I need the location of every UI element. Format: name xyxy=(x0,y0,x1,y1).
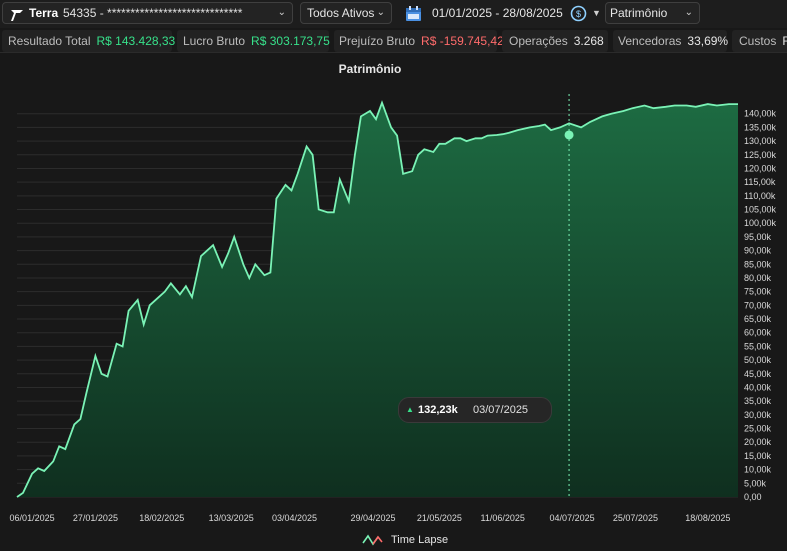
stat-label: Custos xyxy=(739,34,777,48)
x-tick-label: 11/06/2025 xyxy=(480,513,524,523)
asset-filter-dropdown[interactable]: Todos Ativos ⌄ xyxy=(300,2,392,24)
caret-down-icon[interactable]: ▼ xyxy=(592,8,601,18)
y-tick-label: 90,00k xyxy=(744,246,772,256)
y-tick-label: 20,00k xyxy=(744,437,772,447)
series-line xyxy=(16,100,738,498)
stat-custos: Custos R xyxy=(732,30,787,52)
tooltip-date: 03/07/2025 xyxy=(473,404,529,416)
y-tick-label: 40,00k xyxy=(744,382,772,392)
metric-dropdown[interactable]: Patrimônio ⌄ xyxy=(605,2,700,24)
time-lapse-legend-icon xyxy=(362,534,383,546)
stat-label: Lucro Bruto xyxy=(183,34,246,48)
x-tick-label: 13/03/2025 xyxy=(209,513,254,523)
account-number: 54335 - ***************************** xyxy=(63,6,243,20)
metric-value: Patrimônio xyxy=(610,6,668,20)
x-axis: 06/01/2025 27/01/2025 18/02/2025 13/03/2025… xyxy=(10,513,731,523)
x-tick-label: 18/02/2025 xyxy=(139,513,184,523)
stat-label: Operações xyxy=(509,34,568,48)
y-tick-label: 45,00k xyxy=(744,369,772,379)
asset-filter-value: Todos Ativos xyxy=(307,6,375,20)
y-tick-label: 35,00k xyxy=(744,396,772,406)
stat-label: Vencedoras xyxy=(618,34,682,48)
stat-value: R$ -159.745,42 xyxy=(421,34,504,48)
y-tick-label: 95,00k xyxy=(744,232,772,242)
x-tick-label: 06/01/2025 xyxy=(10,513,55,523)
y-tick-label: 125,00k xyxy=(744,150,777,160)
account-dropdown[interactable]: Terra 54335 - **************************… xyxy=(2,2,293,24)
y-tick-label: 80,00k xyxy=(744,273,772,283)
y-tick-label: 70,00k xyxy=(744,300,772,310)
legend-label: Time Lapse xyxy=(391,534,449,546)
stat-label: Resultado Total xyxy=(8,34,91,48)
y-tick-label: 55,00k xyxy=(744,341,772,351)
stat-value: R$ 143.428,33 xyxy=(96,34,176,48)
y-tick-label: 110,00k xyxy=(744,191,776,201)
chevron-down-icon: ⌄ xyxy=(684,7,693,18)
x-tick-label: 25/07/2025 xyxy=(613,513,658,523)
stat-value: R xyxy=(782,34,787,48)
y-tick-label: 50,00k xyxy=(744,355,772,365)
y-tick-label: 140,00k xyxy=(744,109,777,119)
stat-resultado-total: Resultado Total R$ 143.428,33 xyxy=(2,30,175,52)
highlight-point[interactable] xyxy=(564,130,574,140)
value-tooltip: ▲ 132,23k 03/07/2025 xyxy=(398,397,552,423)
chart-title: Patrimônio xyxy=(338,62,402,76)
stat-value: 33,69% xyxy=(687,34,729,48)
stat-value: 3.268 xyxy=(573,34,604,48)
calendar-icon[interactable] xyxy=(405,5,422,22)
y-tick-label: 75,00k xyxy=(744,287,772,297)
x-tick-label: 04/07/2025 xyxy=(550,513,595,523)
stat-prejuizo-bruto: Prejuízo Bruto R$ -159.745,42 xyxy=(334,30,504,52)
y-tick-label: 30,00k xyxy=(744,410,772,420)
y-tick-label: 115,00k xyxy=(744,177,776,187)
x-tick-label: 18/08/2025 xyxy=(685,513,730,523)
legend[interactable]: Time Lapse xyxy=(362,532,448,548)
y-tick-label: 120,00k xyxy=(744,163,777,173)
stat-lucro-bruto: Lucro Bruto R$ 303.173,75 xyxy=(177,30,330,52)
area-fill xyxy=(17,102,738,497)
y-tick-label: 5,00k xyxy=(744,478,767,488)
y-tick-label: 100,00k xyxy=(744,218,777,228)
svg-text:$: $ xyxy=(576,9,581,19)
stat-label: Prejuízo Bruto xyxy=(339,34,416,48)
toolbar: Terra 54335 - **************************… xyxy=(0,0,787,28)
x-tick-label: 29/04/2025 xyxy=(350,513,395,523)
y-tick-label: 25,00k xyxy=(744,424,772,434)
y-tick-label: 105,00k xyxy=(744,205,777,215)
y-tick-label: 135,00k xyxy=(744,122,777,132)
y-tick-label: 130,00k xyxy=(744,136,777,146)
stat-value: R$ 303.173,75 xyxy=(251,34,330,48)
account-name: Terra xyxy=(29,6,59,20)
chevron-down-icon: ⌄ xyxy=(277,7,286,18)
stat-vencedoras: Vencedoras 33,69% xyxy=(613,30,729,52)
y-tick-label: 15,00k xyxy=(744,451,772,461)
y-tick-label: 85,00k xyxy=(744,259,772,269)
currency-icon[interactable]: $ xyxy=(570,5,587,22)
x-tick-label: 21/05/2025 xyxy=(417,513,462,523)
y-tick-label: 0,00 xyxy=(744,492,762,502)
date-range[interactable]: 01/01/2025 - 28/08/2025 xyxy=(432,6,563,20)
x-tick-label: 03/04/2025 xyxy=(272,513,317,523)
stat-operacoes: Operações 3.268 xyxy=(502,30,608,52)
y-tick-label: 65,00k xyxy=(744,314,772,324)
x-tick-label: 27/01/2025 xyxy=(73,513,118,523)
up-arrow-icon: ▲ xyxy=(406,405,414,414)
y-tick-label: 60,00k xyxy=(744,328,772,338)
y-tick-label: 10,00k xyxy=(744,465,772,475)
chevron-down-icon: ⌄ xyxy=(376,7,385,18)
y-axis: 0,00 5,00k 10,00k 15,00k 20,00k 25,00k 30,00k 3… xyxy=(744,109,777,502)
stats-bar: Resultado Total R$ 143.428,33 Lucro Bruto… xyxy=(0,30,787,53)
tooltip-value: 132,23k xyxy=(418,404,458,416)
terra-logo-icon xyxy=(11,10,23,21)
